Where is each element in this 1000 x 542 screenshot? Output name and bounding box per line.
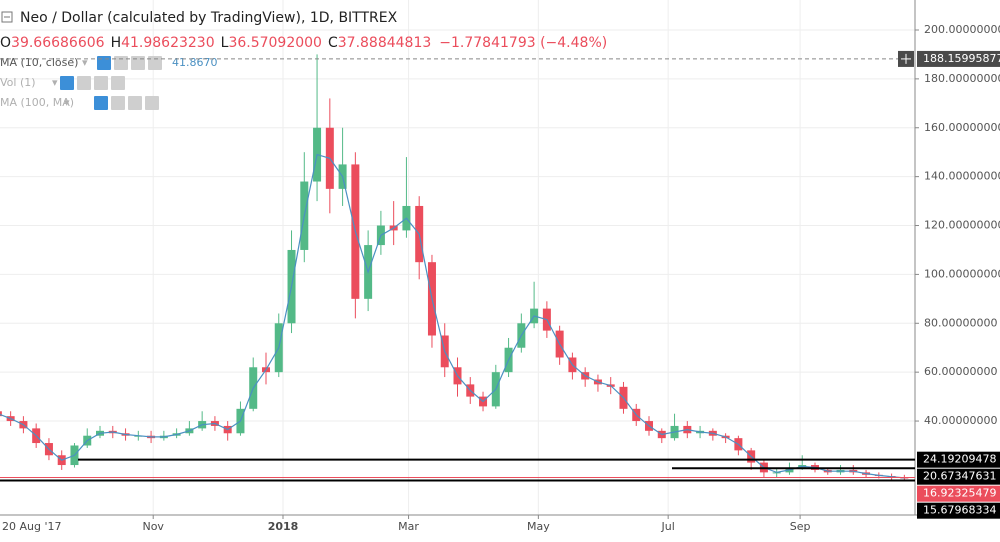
y-axis: 40.00000000 60.00000000 80.00000000 100.000… bbox=[915, 23, 1000, 427]
price-label-box bbox=[917, 468, 1000, 485]
indicator-button[interactable] bbox=[131, 56, 145, 70]
change: −1.77841793 (−4.48%) bbox=[439, 35, 607, 51]
indicator-name: MA (100, MA) bbox=[0, 96, 74, 109]
indicator-button[interactable] bbox=[97, 56, 111, 70]
collapse-icon[interactable] bbox=[1, 11, 13, 23]
price-label: 16.92325479 bbox=[923, 487, 996, 500]
x-tick-label: Jul bbox=[661, 520, 675, 533]
indicator-button[interactable] bbox=[148, 56, 162, 70]
levels: 188.15995877 24.19209478 20.67347631 16.923… bbox=[0, 50, 1000, 519]
ohlc-value: 39.66686606 bbox=[11, 35, 105, 51]
x-tick-label: 20 Aug '17 bbox=[2, 520, 62, 533]
ohlc-key: C bbox=[328, 35, 338, 51]
price-label: 15.67968334 bbox=[923, 504, 996, 517]
y-tick-label: 60.00000000 bbox=[924, 365, 997, 378]
indicator-button[interactable] bbox=[114, 56, 128, 70]
plot bbox=[0, 54, 909, 481]
candle-body bbox=[0, 411, 2, 417]
indicator-button[interactable] bbox=[77, 76, 91, 90]
price-label: 20.67347631 bbox=[923, 470, 996, 483]
price-label-box bbox=[917, 485, 1000, 502]
ohlc-value: 41.98623230 bbox=[121, 35, 215, 51]
ma-line bbox=[0, 153, 905, 479]
price-label-box bbox=[917, 502, 1000, 519]
indicator-button[interactable] bbox=[94, 76, 108, 90]
y-tick-label: 100.00000000 bbox=[924, 267, 1000, 280]
chart-title: Neo / Dollar (calculated by TradingView)… bbox=[20, 10, 398, 26]
indicator-name: MA (10, close) bbox=[0, 56, 78, 69]
y-tick-label: 200.00000000 bbox=[924, 23, 1000, 36]
y-tick-label: 120.00000000 bbox=[924, 219, 1000, 232]
indicator-caret: ▾ bbox=[52, 76, 58, 89]
x-tick-label: Nov bbox=[142, 520, 164, 533]
ohlc-key: H bbox=[111, 35, 122, 51]
y-tick-label: 180.00000000 bbox=[924, 72, 1000, 85]
indicator-name: Vol (1) bbox=[0, 76, 36, 89]
y-tick-label: 40.00000000 bbox=[924, 414, 997, 427]
x-tick-label: Sep bbox=[790, 520, 811, 533]
ohlc-value: 36.57092000 bbox=[228, 35, 322, 51]
price-label-box bbox=[917, 451, 1000, 468]
x-tick-label: May bbox=[527, 520, 550, 533]
y-tick-label: 140.00000000 bbox=[924, 170, 1000, 183]
x-tick-label: 2018 bbox=[268, 520, 299, 533]
y-tick-label: 160.00000000 bbox=[924, 121, 1000, 134]
grid bbox=[0, 0, 915, 515]
indicator-caret: ▾ bbox=[64, 96, 70, 109]
price-label: 24.19209478 bbox=[923, 453, 996, 466]
indicator-button[interactable] bbox=[94, 96, 108, 110]
indicator-button[interactable] bbox=[60, 76, 74, 90]
indicator-button[interactable] bbox=[128, 96, 142, 110]
indicator-button[interactable] bbox=[111, 96, 125, 110]
ohlc-key: O bbox=[0, 35, 11, 51]
ohlc-value: 37.88844813 bbox=[338, 35, 432, 51]
ohlc-readout: O39.66686606 H41.98623230 L36.57092000 C37.… bbox=[0, 35, 607, 51]
indicator-button[interactable] bbox=[145, 96, 159, 110]
indicator-button[interactable] bbox=[111, 76, 125, 90]
indicator-caret: ▾ bbox=[82, 56, 88, 69]
x-axis: 20 Aug '17 Nov 2018 Mar May Jul Sep bbox=[2, 515, 811, 533]
ohlc-key: L bbox=[221, 35, 229, 51]
price-label-box bbox=[917, 50, 1000, 67]
y-tick-label: 80.00000000 bbox=[924, 316, 997, 329]
x-tick-label: Mar bbox=[398, 520, 419, 533]
indicator-value: 41.8670 bbox=[172, 56, 218, 69]
price-label: 188.15995877 bbox=[923, 52, 1000, 65]
